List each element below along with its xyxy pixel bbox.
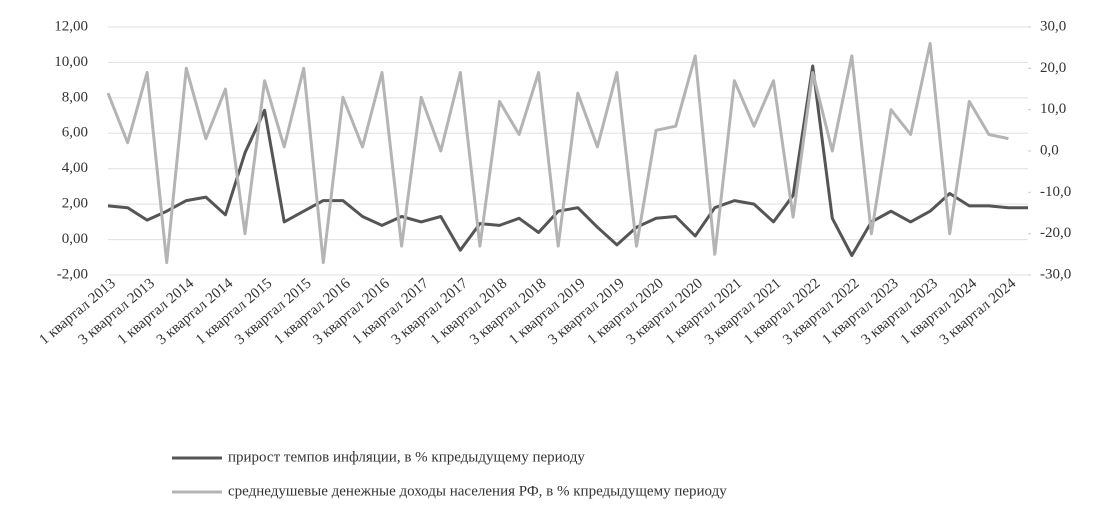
legend-label: среднедушевые денежные доходы населения … (228, 483, 727, 499)
y-tick-label: 4,00 (62, 160, 88, 176)
y-tick-label: 2,00 (62, 196, 88, 212)
y2-tick-label: 30,0 (1040, 18, 1066, 34)
y-tick-label: 12,00 (54, 18, 88, 34)
y2-tick-label: -30,0 (1040, 266, 1071, 282)
series-line (106, 42, 1009, 265)
legend-label: прирост темпов инфляции, в % кпредыдущем… (228, 449, 585, 465)
y-tick-label: 0,00 (62, 231, 88, 247)
y2-tick-label: -10,0 (1040, 184, 1071, 200)
y-tick-label: 10,00 (54, 54, 88, 70)
y-tick-label: 6,00 (62, 125, 88, 141)
y2-tick-label: -20,0 (1040, 225, 1071, 241)
y2-tick-label: 10,0 (1040, 101, 1066, 117)
y-tick-label: 8,00 (62, 89, 88, 105)
y-tick-label: -2,00 (57, 266, 88, 282)
y2-tick-label: 20,0 (1040, 60, 1066, 76)
y2-tick-label: 0,0 (1040, 142, 1059, 158)
